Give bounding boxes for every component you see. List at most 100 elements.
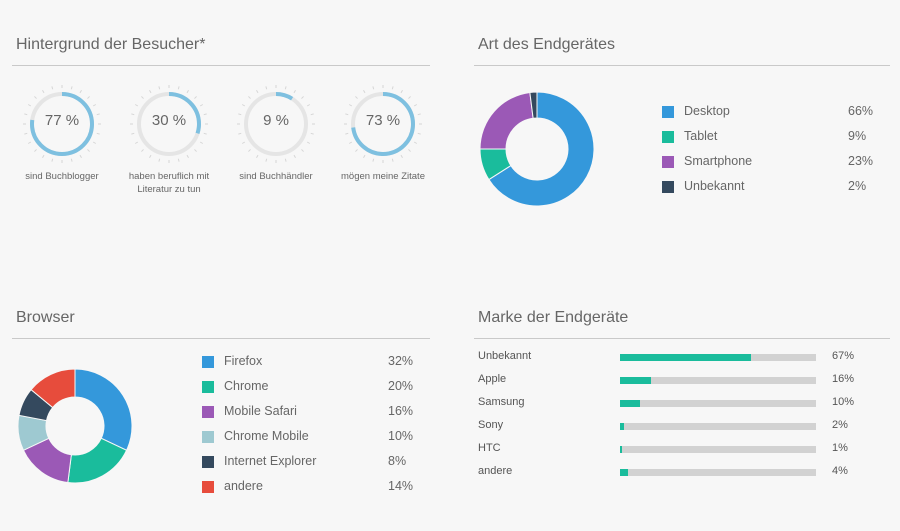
panel-divider: [474, 338, 890, 339]
legend-value: 9%: [848, 129, 867, 143]
gauge-tick: [417, 132, 421, 135]
gauge-tick: [131, 113, 135, 116]
gauge-tick: [96, 132, 100, 135]
gauge-tick: [248, 96, 251, 99]
legend-label: Tablet: [684, 129, 718, 143]
gauge-tick: [310, 113, 314, 116]
browser-title: Browser: [16, 309, 75, 326]
legend-label: andere: [224, 479, 263, 493]
gauge-tick: [177, 158, 180, 162]
brand-bar-fill: [620, 354, 752, 361]
visitor-background-title: Hintergrund der Besucher*: [16, 36, 206, 53]
gauge-tick: [134, 104, 139, 107]
gauge-tick: [293, 154, 296, 159]
gauge-tick: [42, 154, 45, 159]
gauge-tick: [391, 86, 394, 90]
gauge-arc: [351, 92, 415, 156]
brand-bar-fill: [620, 423, 624, 430]
gauge-tick: [355, 149, 358, 152]
gauge-tick: [158, 158, 161, 162]
gauge-tick: [265, 86, 268, 90]
donut-slice-unbekannt: [529, 91, 538, 119]
legend-label: Chrome Mobile: [224, 429, 309, 443]
gauge-tick: [293, 89, 296, 94]
gauge-label: haben beruflich mit Literatur zu tun: [128, 171, 210, 195]
legend-swatch: [662, 131, 674, 143]
panel-divider: [12, 65, 430, 66]
gauge-value: 9 %: [263, 112, 289, 129]
brand-bar-label: Unbekannt: [478, 350, 532, 362]
legend-swatch: [202, 456, 214, 468]
legend-label: Chrome: [224, 379, 269, 393]
legend-label: Desktop: [684, 104, 730, 118]
gauge-tick: [87, 149, 90, 152]
gauge-tick: [355, 96, 358, 99]
gauge-tick: [363, 89, 366, 94]
gauge-tick: [70, 86, 73, 90]
gauge-tick: [177, 86, 180, 90]
gauge-tick: [345, 113, 349, 116]
brand-bar-track: [620, 423, 816, 430]
gauge-label: sind Buchblogger: [25, 171, 99, 182]
gauge-tick: [241, 141, 246, 144]
brand-bar-label: Samsung: [478, 396, 525, 408]
gauge-tick: [96, 113, 100, 116]
gauge-ring: [344, 85, 422, 163]
visitor-background-panel: Hintergrund der Besucher* 77 % sind Buchb…: [12, 36, 430, 236]
gauge-tick: [24, 113, 28, 116]
brand-bar-track: [620, 354, 816, 361]
gauge-arc: [30, 92, 94, 156]
brand-bar-fill: [620, 400, 640, 407]
legend-label: Firefox: [224, 354, 263, 368]
gauge-label: sind Buchhändler: [239, 171, 313, 182]
gauge-arc: [244, 92, 308, 156]
gauge-tick: [241, 104, 246, 107]
gauge-label: mögen meine Zitate: [341, 171, 425, 182]
gauge-tick: [238, 113, 242, 116]
brand-bar-value: 16%: [832, 373, 855, 385]
legend-swatch: [662, 181, 674, 193]
legend-swatch: [202, 431, 214, 443]
legend-swatch: [202, 356, 214, 368]
brand-bar-track: [620, 446, 816, 453]
gauge-4: 73 % mögen meine Zitate: [333, 84, 433, 182]
gauge-tick: [203, 132, 207, 135]
gauge-ring: [23, 85, 101, 163]
brand-bar-fill: [620, 446, 622, 453]
gauge-arc: [137, 92, 201, 156]
legend-swatch: [662, 106, 674, 118]
device-type-title: Art des Endgerätes: [478, 36, 615, 53]
gauge-tick: [92, 141, 97, 144]
brand-bar-label: Apple: [478, 373, 507, 385]
gauge-tick: [131, 132, 135, 135]
gauge-tick: [248, 149, 251, 152]
gauge-tick: [186, 154, 189, 159]
donut-slice-andere: [30, 368, 76, 409]
gauge-ring: [130, 85, 208, 163]
gauge-tick: [417, 113, 421, 116]
gauge-tick: [34, 149, 37, 152]
legend-value: 2%: [848, 179, 867, 193]
gauge-value: 77 %: [44, 112, 80, 129]
legend-value: 14%: [388, 479, 414, 493]
gauge-tick: [408, 96, 411, 99]
gauge-tick: [306, 104, 311, 107]
gauge-tick: [203, 113, 207, 116]
gauge-tick: [238, 132, 242, 135]
gauge-tick: [149, 89, 152, 94]
legend-value: 20%: [388, 379, 414, 393]
device-type-panel: Art des Endgerätes Desktop 66% Tablet 9% Sma…: [474, 36, 890, 236]
legend-value: 32%: [388, 354, 414, 368]
brand-bar-label: Sony: [478, 419, 504, 431]
device-brand-panel: Marke der Endgeräte Unbekannt 67% Apple 16%…: [474, 309, 890, 524]
legend-label: Mobile Safari: [224, 404, 297, 418]
brand-bar-value: 67%: [832, 350, 855, 362]
panel-divider: [12, 338, 430, 339]
gauge-value: 73 %: [365, 112, 401, 129]
donut-slice-desktop: [488, 91, 595, 207]
gauge-tick: [186, 89, 189, 94]
legend-value: 66%: [848, 104, 874, 118]
brand-bar-fill: [620, 469, 628, 476]
gauge-tick: [400, 89, 403, 94]
gauge-value: 30 %: [151, 112, 187, 129]
